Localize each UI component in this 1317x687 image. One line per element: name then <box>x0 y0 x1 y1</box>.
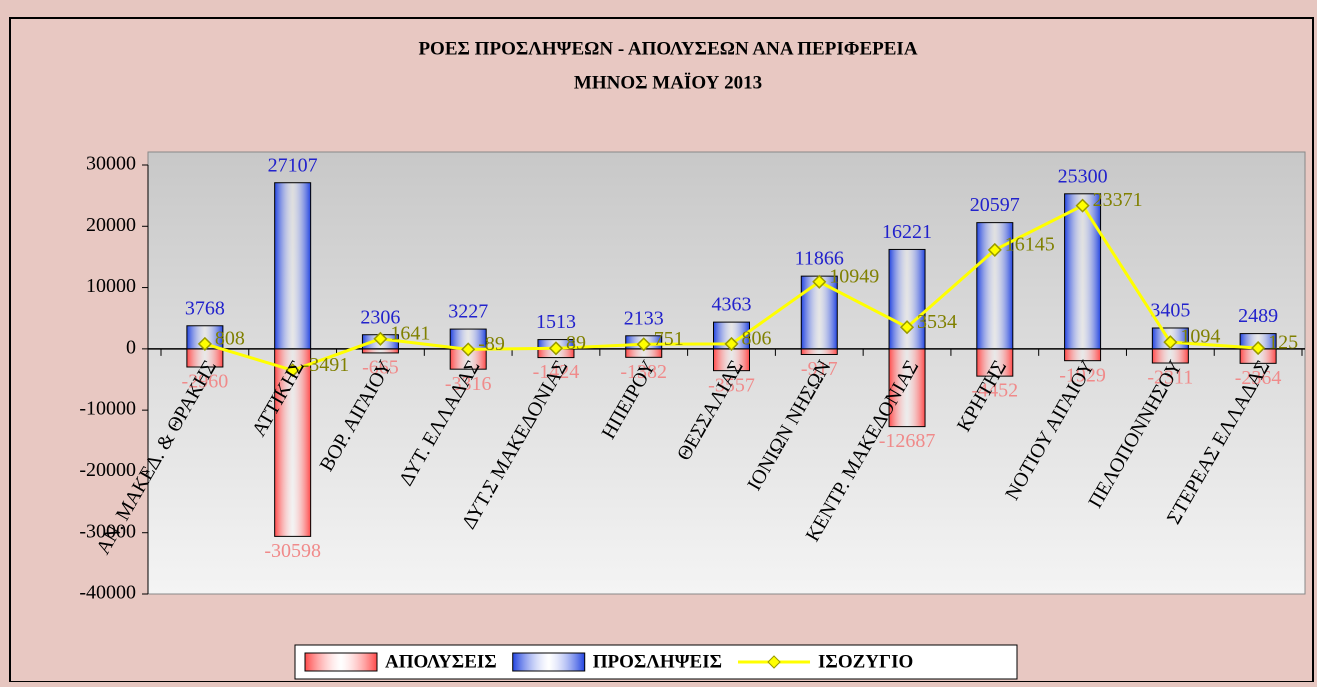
value-label: -12687 <box>879 430 936 452</box>
value-label: 3768 <box>185 297 225 319</box>
marker <box>1163 335 1178 350</box>
value-label: -917 <box>801 358 838 380</box>
y-tick-label: 20000 <box>86 214 136 236</box>
chart-subtitle: ΜΗΝΟΣ ΜΑΪΟΥ 2013 <box>574 72 762 93</box>
value-label: -89 <box>478 333 505 355</box>
legend-label: ΠΡΟΣΛΗΨΕΙΣ <box>593 651 722 672</box>
legend-label: ΙΣΟΖΥΓΙΟ <box>818 651 913 672</box>
marker <box>548 341 564 356</box>
marker <box>636 337 651 352</box>
value-label: -2364 <box>1235 367 1282 389</box>
value-label: 2306 <box>360 306 400 328</box>
value-label: 751 <box>654 328 684 350</box>
value-label: 11866 <box>795 248 844 270</box>
plot-area <box>147 151 1306 595</box>
value-label: 1094 <box>1180 326 1220 348</box>
value-label: 1641 <box>390 322 430 344</box>
value-label: -3316 <box>445 373 492 395</box>
value-label: -2311 <box>1147 367 1193 389</box>
y-tick-label: 0 <box>126 336 136 358</box>
y-tick-label: -30000 <box>79 520 136 542</box>
value-label: 125 <box>1268 332 1298 354</box>
value-label: -2960 <box>182 371 229 393</box>
marker <box>285 363 300 378</box>
y-tick-label: 30000 <box>86 153 136 175</box>
value-label: 2489 <box>1238 305 1278 327</box>
legend-marker <box>767 655 781 669</box>
bar <box>800 348 838 355</box>
legend-swatch <box>304 652 378 672</box>
value-label: 25300 <box>1058 165 1108 187</box>
bar <box>274 182 312 350</box>
marker <box>724 336 739 351</box>
value-label: 20597 <box>970 194 1020 216</box>
marker <box>461 342 476 357</box>
legend: ΑΠΟΛΥΣΕΙΣ ΠΡΟΣΛΗΨΕΙΣ ΙΣΟΖΥΓΙΟ <box>294 644 1018 680</box>
value-label: 4363 <box>712 294 752 316</box>
bar <box>976 348 1014 377</box>
bar <box>1064 193 1102 350</box>
marker <box>1251 341 1266 356</box>
bar <box>274 348 312 537</box>
value-label: -30598 <box>264 540 321 562</box>
legend-label: ΑΠΟΛΥΣΕΙΣ <box>385 651 497 672</box>
y-tick-label: -40000 <box>79 582 136 604</box>
value-label: -3491 <box>303 354 350 376</box>
marker <box>1075 198 1090 213</box>
value-label: 2133 <box>624 307 664 329</box>
value-label: -3557 <box>708 374 755 396</box>
y-tick-label: -20000 <box>79 459 136 481</box>
value-label: 806 <box>742 328 772 350</box>
value-label: 3227 <box>448 301 488 323</box>
value-label: 3405 <box>1150 300 1190 322</box>
value-label: 89 <box>566 332 586 354</box>
y-tick-label: 10000 <box>86 275 136 297</box>
marker <box>899 320 915 335</box>
value-label: 16221 <box>882 221 932 243</box>
value-label: -1424 <box>533 361 580 383</box>
value-label: 27107 <box>268 154 318 176</box>
marker <box>197 336 212 351</box>
value-label: 808 <box>215 327 245 349</box>
value-label: 10949 <box>829 265 879 287</box>
value-label: 16145 <box>1005 234 1055 256</box>
value-label: -1929 <box>1059 364 1106 386</box>
value-label: -4452 <box>971 380 1018 402</box>
marker <box>373 331 388 346</box>
value-label: -665 <box>362 357 399 379</box>
chart-title: ΡΟΕΣ ΠΡΟΣΛΗΨΕΩΝ - ΑΠΟΛΥΣΕΩΝ ΑΝΑ ΠΕΡΙΦΕΡΕ… <box>418 38 917 59</box>
value-label: -1382 <box>620 361 667 383</box>
bar <box>888 348 926 428</box>
y-tick-label: -10000 <box>79 398 136 420</box>
bar <box>361 348 399 354</box>
marker <box>812 274 827 289</box>
value-label: 23371 <box>1093 189 1143 211</box>
value-label: 1513 <box>536 311 576 333</box>
marker <box>987 242 1002 257</box>
legend-box <box>294 644 1018 680</box>
value-label: 3534 <box>917 311 957 333</box>
legend-swatch <box>512 652 586 672</box>
